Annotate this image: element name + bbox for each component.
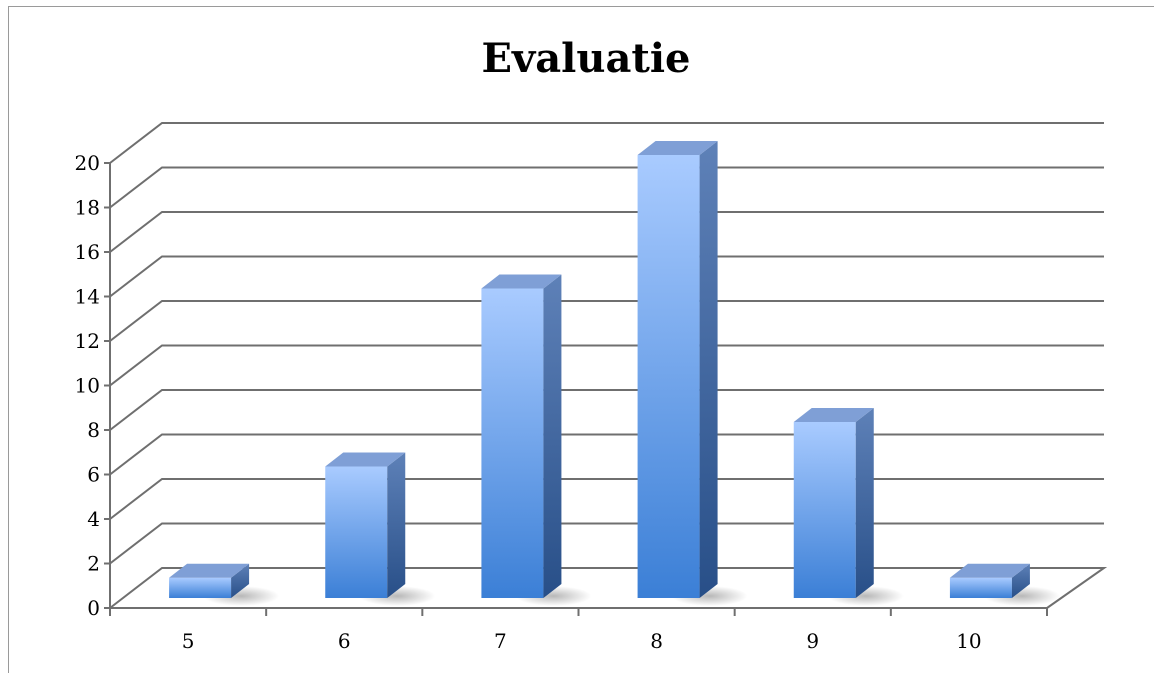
- y-tick-label: 14: [75, 285, 100, 309]
- bar-side: [231, 563, 250, 598]
- gridline: [109, 122, 1104, 164]
- bar-top: [793, 408, 874, 422]
- y-tick-label: 4: [87, 507, 100, 531]
- bar-side: [699, 141, 718, 598]
- x-tick-label: 9: [806, 629, 819, 653]
- y-tick-label: 0: [87, 596, 100, 620]
- x-tick-label: 5: [182, 629, 195, 653]
- x-tick-label: 10: [956, 629, 981, 653]
- y-tick-label: 12: [75, 329, 100, 353]
- bar-front: [637, 155, 700, 598]
- gridline: [109, 478, 1104, 520]
- y-tick-label: 20: [75, 151, 100, 175]
- bar-top: [637, 141, 718, 155]
- bar-top: [169, 563, 250, 578]
- y-tick-label: 10: [75, 374, 100, 398]
- x-tick-label: 8: [650, 629, 663, 653]
- gridline: [109, 344, 1104, 387]
- bar-front: [325, 466, 388, 598]
- gridline: [109, 389, 1104, 431]
- bars-layer: [169, 141, 1060, 606]
- y-tick-label: 6: [87, 463, 100, 487]
- grid-layer: [109, 122, 1104, 565]
- bar: [481, 274, 592, 606]
- gridline: [109, 166, 1104, 209]
- bar: [949, 563, 1060, 606]
- bar-side: [543, 274, 562, 598]
- gridline: [109, 211, 1104, 253]
- gridline: [109, 300, 1104, 342]
- bar-front: [949, 577, 1012, 598]
- x-tick-labels: 5 6 7 8 9 10: [182, 629, 982, 653]
- bar-side: [387, 452, 406, 598]
- bar: [793, 408, 904, 606]
- axis-layer: [104, 162, 1108, 616]
- bar: [637, 141, 748, 606]
- x-tick-label: 7: [494, 629, 507, 653]
- gridline: [109, 255, 1104, 298]
- floor-line: [109, 567, 1108, 609]
- y-tick-labels: 0 2 4 6 8 10 12 14 16 18 20: [75, 151, 100, 620]
- bar-side: [1011, 563, 1030, 598]
- y-tick-label: 8: [87, 418, 100, 442]
- bar-top: [325, 452, 406, 467]
- bar: [325, 452, 436, 606]
- bar-top: [481, 274, 562, 289]
- y-tick-label: 2: [87, 552, 100, 576]
- bar-front: [793, 422, 856, 598]
- x-tick-label: 6: [338, 629, 351, 653]
- y-tick-label: 16: [75, 240, 100, 264]
- bar-side: [855, 408, 874, 598]
- gridline: [109, 433, 1104, 476]
- bar: [169, 563, 280, 606]
- chart-frame: [8, 6, 1154, 673]
- y-tick-label: 18: [75, 196, 100, 220]
- bar-front: [481, 288, 544, 598]
- bar-front: [169, 577, 232, 598]
- gridline: [109, 522, 1104, 565]
- bar-top: [949, 563, 1030, 578]
- chart-title: Evaluatie: [482, 35, 691, 82]
